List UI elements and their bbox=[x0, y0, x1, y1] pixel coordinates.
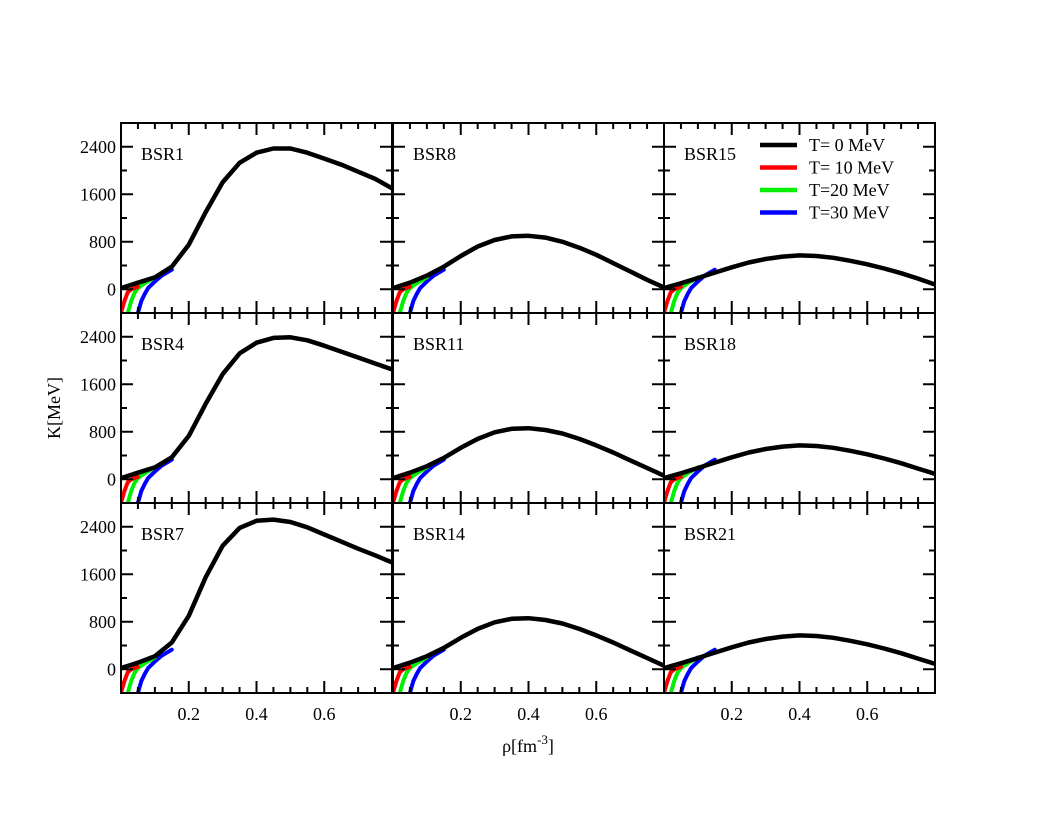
y-tick-label: 1600 bbox=[80, 564, 116, 584]
panel-curves bbox=[121, 517, 392, 693]
curve-t0-line bbox=[393, 615, 664, 671]
x-tick-label: 0.2 bbox=[721, 704, 744, 724]
curve-t20-line bbox=[125, 465, 157, 503]
panel-label: BSR7 bbox=[141, 524, 184, 544]
curve-t20-line bbox=[125, 275, 157, 313]
panel-label: BSR21 bbox=[684, 524, 736, 544]
panel-curves bbox=[121, 335, 392, 503]
panel-label: BSR18 bbox=[684, 334, 736, 354]
curve-t0-line bbox=[664, 253, 935, 291]
y-axis-title: K[MeV] bbox=[44, 377, 64, 439]
panel-curves bbox=[393, 233, 664, 313]
y-tick-label: 2400 bbox=[80, 137, 116, 157]
x-tick-label: 0.4 bbox=[788, 704, 811, 724]
y-tick-label: 0 bbox=[107, 469, 116, 489]
panel-label: BSR4 bbox=[141, 334, 184, 354]
y-tick-label: 800 bbox=[89, 422, 116, 442]
x-tick-label: 0.6 bbox=[313, 704, 336, 724]
panel-label: BSR1 bbox=[141, 144, 184, 164]
curve-t0-line bbox=[393, 233, 664, 291]
x-tick-labels-layer: 0.2 0.4 0.6 0.2 0.4 0.6 0.2 0.4 0.6 bbox=[178, 704, 879, 724]
panel-bsr21: BSR21 bbox=[663, 502, 936, 694]
y-tick-labels-layer: 0 800 1600 2400 0 800 1600 2400 0 800 1600 2400 bbox=[80, 137, 116, 680]
x-tick-label: 0.6 bbox=[585, 704, 608, 724]
panel-bsr1: BSR1 bbox=[120, 122, 393, 314]
panel-bsr7: BSR7 bbox=[120, 502, 393, 694]
y-tick-label: 1600 bbox=[80, 184, 116, 204]
x-axis-title: ρ[fm-3] bbox=[502, 732, 554, 756]
y-tick-label: 2400 bbox=[80, 517, 116, 537]
panel-curves bbox=[393, 615, 664, 693]
panel-label: BSR8 bbox=[413, 144, 456, 164]
x-tick-label: 0.2 bbox=[450, 704, 473, 724]
x-tick-label: 0.6 bbox=[856, 704, 879, 724]
curve-t20-line bbox=[397, 275, 429, 313]
curve-t30-line bbox=[407, 267, 446, 313]
y-tick-label: 1600 bbox=[80, 374, 116, 394]
y-tick-label: 0 bbox=[107, 659, 116, 679]
curve-t0-line bbox=[664, 633, 935, 671]
y-tick-label: 800 bbox=[89, 612, 116, 632]
x-axis-title-close: ] bbox=[548, 736, 554, 756]
panel-curves bbox=[664, 253, 935, 313]
x-tick-label: 0.2 bbox=[178, 704, 201, 724]
panel-bsr15: BSR15 bbox=[663, 122, 936, 314]
panel-bsr14: BSR14 bbox=[392, 502, 665, 694]
curve-t0-line bbox=[121, 146, 392, 291]
curve-t20-line bbox=[397, 655, 429, 693]
x-tick-label: 0.4 bbox=[245, 704, 268, 724]
legend-label: T= 0 MeV bbox=[809, 135, 885, 155]
panel-curves bbox=[121, 146, 392, 313]
x-axis-title-base: ρ[fm bbox=[502, 736, 537, 756]
x-axis-title-exponent: -3 bbox=[537, 732, 548, 747]
panel-curves bbox=[393, 425, 664, 503]
y-tick-label: 0 bbox=[107, 279, 116, 299]
panel-bsr8: BSR8 bbox=[392, 122, 665, 314]
curve-t0-line bbox=[393, 425, 664, 481]
panel-label: BSR11 bbox=[413, 334, 464, 354]
curve-t30-line bbox=[135, 647, 174, 693]
curve-t30-line bbox=[407, 457, 446, 503]
y-tick-label: 800 bbox=[89, 232, 116, 252]
curve-t0-line bbox=[664, 443, 935, 481]
panel-label: BSR15 bbox=[684, 144, 736, 164]
panels-layer: BSR1 BSR8 BSR15 BSR4 BSR11 BSR18 BSR7 BSR14 BSR2… bbox=[120, 122, 936, 694]
curve-t20-line bbox=[125, 655, 157, 693]
panel-bsr4: BSR4 bbox=[120, 312, 393, 504]
legend-label: T= 10 MeV bbox=[809, 158, 894, 178]
panel-curves bbox=[664, 633, 935, 693]
y-tick-label: 2400 bbox=[80, 327, 116, 347]
curve-t0-line bbox=[121, 335, 392, 481]
panel-label: BSR14 bbox=[413, 524, 465, 544]
legend-label: T=30 MeV bbox=[809, 203, 890, 223]
curve-t30-line bbox=[407, 647, 446, 693]
panel-bsr11: BSR11 bbox=[392, 312, 665, 504]
curve-t30-line bbox=[135, 267, 174, 313]
curve-t20-line bbox=[397, 465, 429, 503]
curve-t0-line bbox=[121, 517, 392, 671]
panel-bsr18: BSR18 bbox=[663, 312, 936, 504]
x-tick-label: 0.4 bbox=[517, 704, 540, 724]
legend-label: T=20 MeV bbox=[809, 180, 890, 200]
